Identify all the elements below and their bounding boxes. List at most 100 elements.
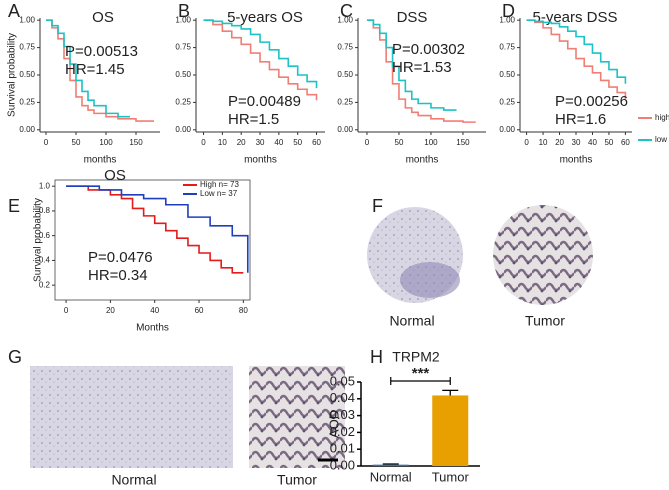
y-tick-label: 1.0: [39, 181, 51, 190]
x-tick-label: 0: [524, 138, 529, 147]
x-tick-label: 30: [572, 138, 581, 147]
y-tick-label: 0.8: [39, 206, 51, 215]
panel-label: H: [370, 347, 383, 367]
x-tick-label: 60: [621, 138, 630, 147]
legend-label: high: [655, 113, 669, 122]
y-tick-label: 0.05: [330, 373, 355, 388]
y-tick-label: 1.00: [175, 15, 191, 24]
x-axis-label: months: [560, 155, 593, 166]
x-tick-label: Normal: [370, 469, 412, 484]
survival-curve: [366, 19, 476, 123]
x-tick-label: 100: [424, 138, 438, 147]
tissue-image: [30, 366, 233, 468]
bar: [432, 395, 469, 466]
legend-label: low: [655, 135, 667, 144]
y-tick-label: 0.50: [337, 70, 353, 79]
annotation: P=0.00256: [555, 93, 628, 110]
y-tick-label: 0.25: [337, 98, 353, 107]
annotation: HR=1.53: [392, 59, 452, 76]
panel-label: D: [502, 1, 515, 21]
survival-curve: [526, 19, 627, 100]
survival-curve: [366, 19, 457, 111]
annotation: HR=0.34: [88, 267, 148, 284]
bar: [372, 464, 409, 466]
panel-label: F: [372, 196, 383, 216]
x-tick-label: 80: [239, 306, 248, 315]
y-tick-label: 0.03: [330, 407, 355, 422]
y-tick-label: 0.00: [337, 125, 353, 134]
x-tick-label: 20: [555, 138, 564, 147]
panel-label: C: [340, 1, 353, 21]
panel-label: A: [8, 1, 20, 21]
plot-frame: [54, 179, 251, 301]
x-tick-label: 100: [99, 138, 113, 147]
y-tick-label: 0.00: [175, 125, 191, 134]
y-tick-label: 0.00: [499, 125, 515, 134]
x-tick-label: 20: [106, 306, 115, 315]
y-tick-label: 0.01: [330, 441, 355, 456]
y-tick-label: 1.00: [337, 15, 353, 24]
annotation: P=0.00302: [392, 41, 465, 58]
survival-curve: [66, 185, 244, 274]
y-tick-label: 0.04: [330, 390, 355, 405]
y-tick-label: 0.25: [19, 98, 35, 107]
chart-title: TRPM2: [392, 349, 440, 365]
image-label: Normal: [389, 313, 434, 329]
error-bar: [442, 389, 459, 396]
chart-title: 5-years OS: [227, 9, 303, 26]
tissue-image: [249, 366, 345, 468]
annotation: HR=1.6: [555, 111, 606, 128]
tissue-core: [493, 205, 593, 305]
x-tick-label: Tumor: [432, 469, 470, 484]
x-tick-label: 40: [274, 138, 283, 147]
x-tick-label: 0: [365, 138, 370, 147]
chart-title: DSS: [397, 9, 428, 26]
y-tick-label: 1.00: [19, 15, 35, 24]
y-tick-label: 0.4: [39, 256, 51, 265]
annotation: HR=1.5: [228, 111, 279, 128]
x-tick-label: 150: [129, 138, 143, 147]
x-tick-label: 50: [604, 138, 613, 147]
survival-curve: [203, 19, 318, 89]
y-tick-label: 0.2: [39, 280, 51, 289]
survival-curve: [203, 19, 318, 101]
y-tick-label: 0.00: [19, 125, 35, 134]
y-tick-label: 0.75: [175, 43, 191, 52]
legend-label: High n= 73: [200, 180, 239, 189]
x-tick-label: 40: [150, 306, 159, 315]
x-tick-label: 50: [395, 138, 404, 147]
tissue-region: [400, 262, 460, 298]
y-tick-label: 0.75: [19, 43, 35, 52]
x-axis-label: months: [406, 155, 439, 166]
x-tick-label: 0: [44, 138, 49, 147]
x-tick-label: 60: [195, 306, 204, 315]
survival-curve: [66, 185, 249, 273]
x-tick-label: 50: [293, 138, 302, 147]
y-axis-label: AOD: [326, 410, 341, 438]
x-tick-label: 40: [588, 138, 597, 147]
x-tick-label: 10: [539, 138, 548, 147]
annotation: P=0.00513: [65, 43, 138, 60]
y-tick-label: 0.25: [499, 98, 515, 107]
y-tick-label: 0.50: [19, 70, 35, 79]
survival-curve: [46, 19, 130, 118]
x-axis-label: Months: [136, 323, 169, 334]
panel-label: E: [8, 196, 20, 216]
y-tick-label: 0.50: [175, 70, 191, 79]
x-tick-label: 30: [256, 138, 265, 147]
annotation: P=0.0476: [88, 249, 153, 266]
y-tick-label: 1.00: [499, 15, 515, 24]
significance-bracket: [390, 377, 451, 385]
image-label: Tumor: [525, 313, 565, 329]
y-tick-label: 0.75: [337, 43, 353, 52]
image-label: Tumor: [277, 472, 317, 488]
panel-label: B: [178, 1, 190, 21]
x-axis-label: months: [244, 155, 277, 166]
chart-title: OS: [92, 9, 114, 26]
significance-label: ***: [412, 365, 430, 382]
y-tick-label: 0.6: [39, 231, 51, 240]
y-axis-label: Survival probability: [33, 198, 44, 282]
legend-label: Low n= 37: [200, 189, 238, 198]
y-tick-label: 0.02: [330, 424, 355, 439]
